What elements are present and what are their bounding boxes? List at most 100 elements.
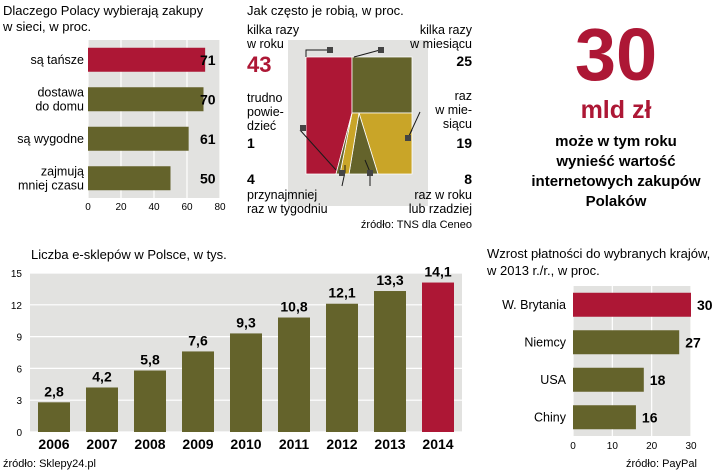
- reasons-chart: Dlaczego Polacy wybierają zakupy w sieci…: [2, 3, 226, 213]
- eshops-value-2014: 14,1: [424, 264, 451, 280]
- frequency-label-3-line-1: lub rzadziej: [409, 202, 472, 216]
- payments-x-tick-20: 20: [646, 441, 658, 452]
- eshops-bar-2010: [230, 333, 262, 432]
- eshops-bar-2013: [374, 291, 406, 432]
- payments-chart-title-line-1: Wzrost płatności do wybranych krajów,: [487, 246, 710, 261]
- frequency-value-0: 43: [247, 52, 271, 77]
- payments-value-0: 30: [697, 297, 713, 313]
- eshops-bar-2014: [422, 282, 454, 432]
- reasons-bar-3: [88, 166, 171, 191]
- frequency-chart-title: Jak często je robią, w proc.: [247, 3, 404, 18]
- frequency-leader-marker-2: [405, 135, 411, 141]
- payments-x-tick-30: 30: [685, 441, 697, 452]
- frequency-leader-marker-1: [378, 47, 384, 53]
- reasons-category-1-line-1: do domu: [35, 99, 84, 113]
- frequency-leader-marker-5: [300, 125, 306, 131]
- payments-bar-0: [573, 292, 691, 317]
- frequency-label-3-line-0: raz w roku: [414, 188, 472, 202]
- reasons-value-0: 71: [200, 52, 216, 68]
- payments-category-0: W. Brytania: [502, 298, 566, 312]
- eshops-y-tick-3: 3: [16, 396, 22, 407]
- callout-text-line-0: może w tym roku: [555, 133, 677, 150]
- payments-x-tick-10: 10: [607, 441, 619, 452]
- frequency-value-2: 19: [456, 135, 472, 151]
- frequency-label-1-line-1: w miesiącu: [409, 37, 472, 51]
- callout-number: 30: [575, 13, 657, 96]
- payments-x-tick-0: 0: [570, 441, 576, 452]
- reasons-category-1-line-0: dostawa: [37, 85, 84, 99]
- reasons-chart-title-line-1: Dlaczego Polacy wybierają zakupy: [3, 3, 204, 18]
- eshops-value-2008: 5,8: [140, 352, 160, 368]
- callout-text-line-2: internetowych zakupów: [531, 173, 701, 190]
- eshops-chart-bars: [38, 282, 454, 432]
- frequency-label-2-line-1: w mie-: [434, 103, 472, 117]
- frequency-label-4-line-0: przynajmniej: [247, 188, 317, 202]
- frequency-leader-0: [305, 49, 330, 57]
- reasons-value-3: 50: [200, 170, 216, 186]
- payments-chart-value-labels: 30 27 18 16: [642, 297, 713, 426]
- reasons-x-tick-0: 0: [85, 202, 91, 213]
- frequency-label-0-line-1: w roku: [246, 37, 284, 51]
- frequency-chart-segments: [305, 56, 413, 175]
- eshops-bar-2006: [38, 402, 70, 432]
- callout-box: 30 mld zł może w tym roku wynieść wartość…: [531, 13, 701, 210]
- reasons-bar-0: [88, 47, 206, 72]
- eshops-chart-source: źródło: Sklepy24.pl: [3, 458, 96, 470]
- reasons-chart-value-labels: 71 70 61 50: [200, 52, 216, 187]
- payments-value-1: 27: [685, 334, 701, 350]
- reasons-x-tick-20: 20: [115, 202, 127, 213]
- callout-text-line-1: wynieść wartość: [555, 153, 675, 170]
- eshops-value-2011: 10,8: [280, 299, 307, 315]
- eshops-x-label-2010: 2010: [230, 436, 261, 452]
- reasons-category-2-line-0: są wygodne: [17, 132, 84, 146]
- reasons-category-3-line-1: mniej czasu: [18, 178, 84, 192]
- frequency-label-5-line-2: dzieć: [247, 119, 276, 133]
- reasons-category-3-line-0: zajmują: [41, 164, 84, 178]
- frequency-label-2-line-0: raz: [455, 89, 472, 103]
- reasons-category-0-line-0: są tańsze: [30, 53, 84, 67]
- eshops-bar-2008: [134, 370, 166, 432]
- frequency-segment-1: [351, 56, 413, 114]
- frequency-label-4-line-1: raz w tygodniu: [247, 202, 328, 216]
- payments-category-1: Niemcy: [524, 335, 566, 349]
- frequency-label-0-line-0: kilka razy: [247, 23, 300, 37]
- eshops-y-tick-6: 6: [16, 364, 22, 375]
- frequency-leader-marker-4: [339, 170, 345, 176]
- payments-chart-x-ticks: 0 10 20 30: [570, 441, 697, 452]
- eshops-x-label-2007: 2007: [86, 436, 117, 452]
- frequency-leader-marker-0: [327, 47, 333, 53]
- eshops-x-label-2014: 2014: [422, 436, 453, 452]
- eshops-x-label-2012: 2012: [326, 436, 357, 452]
- eshops-value-2007: 4,2: [92, 368, 112, 384]
- payments-chart-bars: [573, 292, 691, 430]
- frequency-segment-5: [335, 112, 353, 175]
- eshops-value-2012: 12,1: [328, 285, 355, 301]
- eshops-x-label-2011: 2011: [279, 436, 310, 452]
- eshops-bar-2009: [182, 351, 214, 432]
- frequency-chart-source: źródło: TNS dla Ceneo: [361, 219, 472, 231]
- frequency-chart-leader-lines: [299, 47, 421, 187]
- reasons-chart-title-line-2: w sieci, w proc.: [2, 19, 91, 34]
- eshops-value-2006: 2,8: [44, 383, 64, 399]
- payments-chart-category-labels: W. Brytania Niemcy USA Chiny: [502, 298, 567, 425]
- callout-text: może w tym roku wynieść wartość internetow…: [531, 133, 701, 210]
- eshops-bar-2007: [86, 387, 118, 432]
- frequency-leader-marker-3: [367, 170, 373, 176]
- payments-value-3: 16: [642, 409, 658, 425]
- payments-bar-2: [573, 367, 644, 392]
- reasons-x-tick-40: 40: [148, 202, 160, 213]
- eshops-y-tick-15: 15: [11, 269, 23, 280]
- reasons-x-tick-60: 60: [181, 202, 193, 213]
- payments-category-3: Chiny: [534, 410, 567, 424]
- reasons-bar-1: [88, 87, 204, 112]
- eshops-bar-2012: [326, 303, 358, 432]
- frequency-value-5: 1: [247, 135, 255, 151]
- frequency-value-1: 25: [456, 53, 472, 69]
- eshops-x-label-2009: 2009: [182, 436, 213, 452]
- reasons-x-tick-80: 80: [214, 202, 226, 213]
- eshops-y-tick-9: 9: [16, 333, 22, 344]
- frequency-leader-5: [299, 129, 337, 171]
